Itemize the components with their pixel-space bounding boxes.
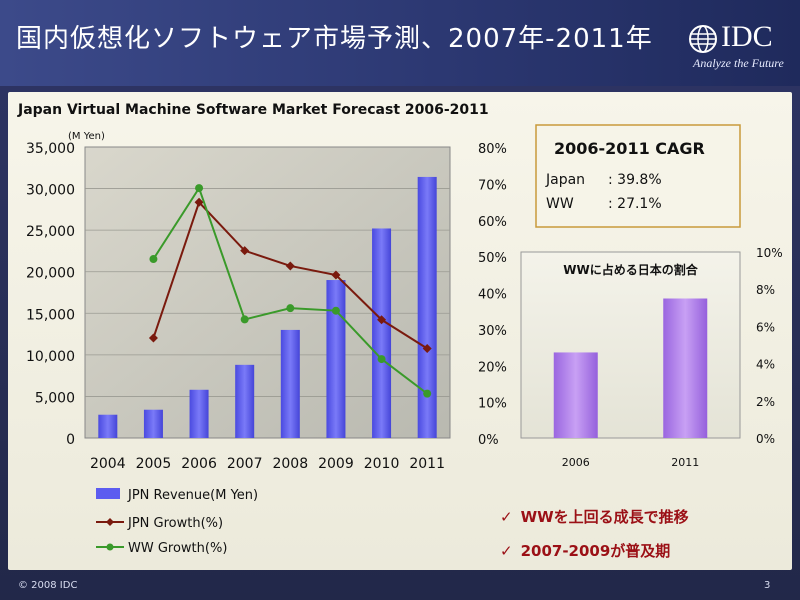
y-tick-label: 25,000 — [26, 224, 75, 240]
chart-canvas: Japan Virtual Machine Software Market Fo… — [17, 102, 783, 556]
idc-logo: IDC Analyze the Future — [688, 20, 792, 72]
legend-marker — [106, 543, 114, 551]
footer-copyright: © 2008 IDC — [18, 580, 78, 591]
share-y-tick-label: 10% — [756, 246, 783, 260]
y-tick-label: 15,000 — [26, 307, 75, 323]
check-icon: ✓ — [500, 508, 513, 526]
share-y-tick-label: 2% — [756, 395, 775, 409]
y-unit-label: (M Yen) — [68, 131, 105, 142]
data-point — [331, 270, 341, 280]
share-y-tick-label: 8% — [756, 283, 775, 297]
cagr-row-label: WW — [546, 196, 574, 212]
cagr-row-value: : 39.8% — [608, 172, 662, 188]
y2-tick-label: 30% — [478, 324, 507, 339]
share-y-tick-label: 0% — [756, 432, 775, 446]
y2-tick-label: 10% — [478, 397, 507, 412]
x-tick-label: 2006 — [181, 456, 217, 472]
legend-swatch — [96, 488, 120, 499]
x-tick-label: 2004 — [90, 456, 126, 472]
y-tick-label: 20,000 — [26, 266, 75, 282]
share-bar — [553, 352, 598, 438]
logo-tagline: Analyze the Future — [693, 56, 784, 70]
x-tick-label: 2011 — [409, 456, 445, 472]
data-point — [149, 255, 158, 264]
y-tick-label: 30,000 — [26, 183, 75, 199]
y-tick-label: 10,000 — [26, 349, 75, 365]
revenue-bar — [189, 389, 209, 438]
cagr-row-value: : 27.1% — [608, 196, 662, 212]
legend-label: WW Growth(%) — [128, 541, 227, 556]
slide-title: 国内仮想化ソフトウェア市場予測、2007年-2011年 — [16, 24, 653, 54]
bullet-text: 2007-2009が普及期 — [520, 542, 671, 560]
revenue-bar — [143, 409, 163, 438]
x-tick-label: 2007 — [227, 456, 263, 472]
revenue-bar — [280, 329, 300, 438]
y2-tick-label: 40% — [478, 288, 507, 303]
data-point — [194, 197, 204, 207]
y-tick-label: 5,000 — [35, 390, 75, 406]
header-bar: 国内仮想化ソフトウェア市場予測、2007年-2011年 IDC Analyze … — [0, 0, 800, 86]
y2-tick-label: 80% — [478, 142, 507, 157]
data-point — [286, 304, 295, 313]
y-tick-label: 0 — [66, 432, 75, 448]
share-x-tick-label: 2006 — [562, 456, 590, 469]
x-tick-label: 2005 — [136, 456, 172, 472]
cagr-box — [535, 124, 741, 228]
y2-tick-label: 70% — [478, 178, 507, 193]
data-point — [148, 333, 158, 343]
cagr-row-label: Japan — [545, 172, 585, 188]
x-tick-label: 2010 — [364, 456, 400, 472]
revenue-bar — [326, 280, 346, 438]
share-x-tick-label: 2011 — [671, 456, 699, 469]
bullet-item: ✓ 2007-2009が普及期 — [500, 540, 670, 561]
page-number: 3 — [764, 580, 771, 591]
bullet-text: WWを上回る成長で推移 — [520, 508, 689, 526]
legend-marker — [106, 518, 114, 526]
data-point — [422, 344, 432, 354]
revenue-bar — [98, 414, 118, 438]
revenue-bar — [372, 228, 392, 438]
data-point — [240, 246, 250, 256]
data-point — [195, 184, 204, 193]
share-bar — [663, 298, 708, 438]
logo-text: IDC — [721, 20, 773, 53]
slide-content: Japan Virtual Machine Software Market Fo… — [8, 92, 792, 570]
legend-label: JPN Growth(%) — [127, 516, 223, 531]
share-y-tick-label: 4% — [756, 358, 775, 372]
y2-tick-label: 0% — [478, 433, 499, 448]
y2-tick-label: 60% — [478, 215, 507, 230]
data-point — [423, 389, 432, 398]
y2-tick-label: 50% — [478, 251, 507, 266]
share-chart-title: WWに占める日本の割合 — [563, 262, 698, 277]
y-tick-label: 35,000 — [26, 141, 75, 157]
data-point — [240, 315, 249, 324]
x-tick-label: 2009 — [318, 456, 354, 472]
y2-tick-label: 20% — [478, 360, 507, 375]
legend-label: JPN Revenue(M Yen) — [127, 488, 258, 503]
data-point — [377, 315, 387, 325]
check-icon: ✓ — [500, 542, 513, 560]
data-point — [285, 261, 295, 271]
plot-area — [84, 146, 451, 439]
bullet-item: ✓ WWを上回る成長で推移 — [500, 506, 689, 527]
data-point — [377, 355, 386, 364]
x-tick-label: 2008 — [272, 456, 308, 472]
data-point — [331, 306, 340, 315]
cagr-title: 2006-2011 CAGR — [554, 139, 705, 158]
share-y-tick-label: 6% — [756, 320, 775, 334]
revenue-bar — [235, 364, 255, 438]
revenue-bar — [417, 176, 437, 438]
chart-title: Japan Virtual Machine Software Market Fo… — [17, 102, 489, 118]
globe-icon — [689, 25, 717, 53]
